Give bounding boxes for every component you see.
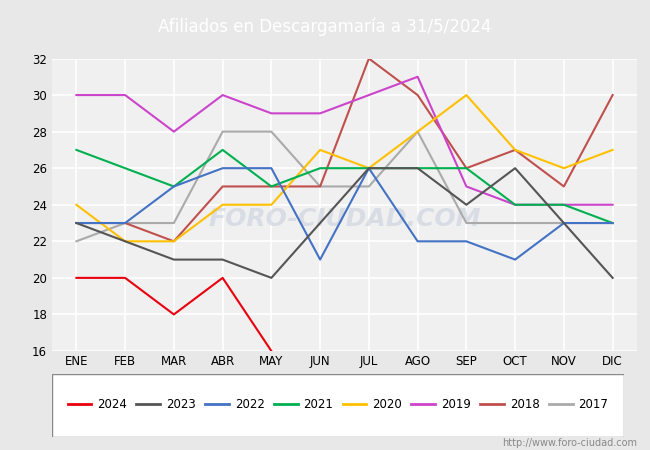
- Text: FORO-CIUDAD.COM: FORO-CIUDAD.COM: [208, 207, 481, 231]
- Legend: 2024, 2023, 2022, 2021, 2020, 2019, 2018, 2017: 2024, 2023, 2022, 2021, 2020, 2019, 2018…: [63, 394, 613, 416]
- Text: http://www.foro-ciudad.com: http://www.foro-ciudad.com: [502, 438, 637, 448]
- FancyBboxPatch shape: [52, 374, 624, 436]
- Text: Afiliados en Descargamaría a 31/5/2024: Afiliados en Descargamaría a 31/5/2024: [158, 18, 492, 36]
